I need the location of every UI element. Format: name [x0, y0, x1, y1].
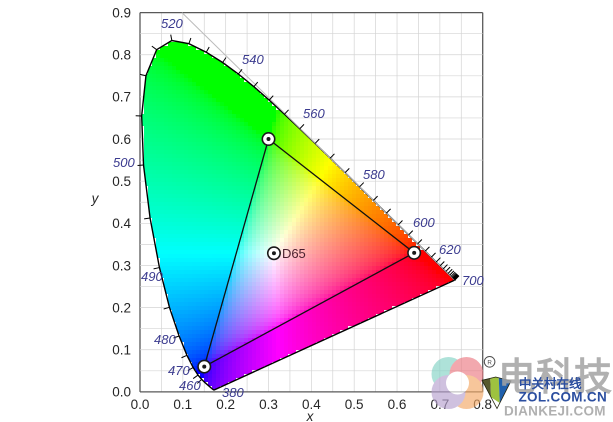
svg-text:470: 470	[168, 363, 190, 378]
svg-text:x: x	[306, 409, 315, 422]
svg-text:600: 600	[413, 215, 435, 230]
svg-text:560: 560	[303, 106, 325, 121]
svg-text:D65: D65	[282, 246, 306, 261]
svg-text:0.8: 0.8	[112, 48, 131, 63]
svg-text:0.7: 0.7	[112, 90, 131, 105]
svg-text:700: 700	[462, 273, 484, 288]
svg-text:0.3: 0.3	[112, 258, 131, 273]
svg-text:460: 460	[179, 378, 201, 393]
svg-text:y: y	[91, 191, 100, 206]
svg-text:620: 620	[439, 242, 461, 257]
svg-text:0.0: 0.0	[131, 397, 150, 412]
svg-text:0.5: 0.5	[112, 174, 131, 189]
svg-text:380: 380	[222, 385, 244, 400]
svg-text:0.3: 0.3	[259, 397, 278, 412]
svg-text:0.9: 0.9	[112, 5, 131, 20]
svg-text:0.4: 0.4	[112, 216, 131, 231]
svg-text:0.2: 0.2	[112, 300, 131, 315]
svg-text:480: 480	[154, 332, 176, 347]
svg-text:540: 540	[242, 52, 264, 67]
svg-text:DIANKEJI.COM: DIANKEJI.COM	[504, 404, 606, 419]
svg-text:500: 500	[113, 155, 135, 170]
svg-text:0.1: 0.1	[112, 343, 131, 358]
svg-text:0.0: 0.0	[112, 385, 131, 400]
svg-text:0.5: 0.5	[345, 397, 364, 412]
svg-text:580: 580	[363, 167, 385, 182]
svg-text:ZOL.COM.CN: ZOL.COM.CN	[519, 390, 608, 405]
svg-text:520: 520	[161, 16, 183, 31]
svg-text:0.6: 0.6	[388, 397, 407, 412]
svg-text:490: 490	[141, 269, 163, 284]
svg-text:R: R	[487, 359, 492, 366]
svg-text:0.6: 0.6	[112, 132, 131, 147]
svg-text:0.1: 0.1	[173, 397, 192, 412]
